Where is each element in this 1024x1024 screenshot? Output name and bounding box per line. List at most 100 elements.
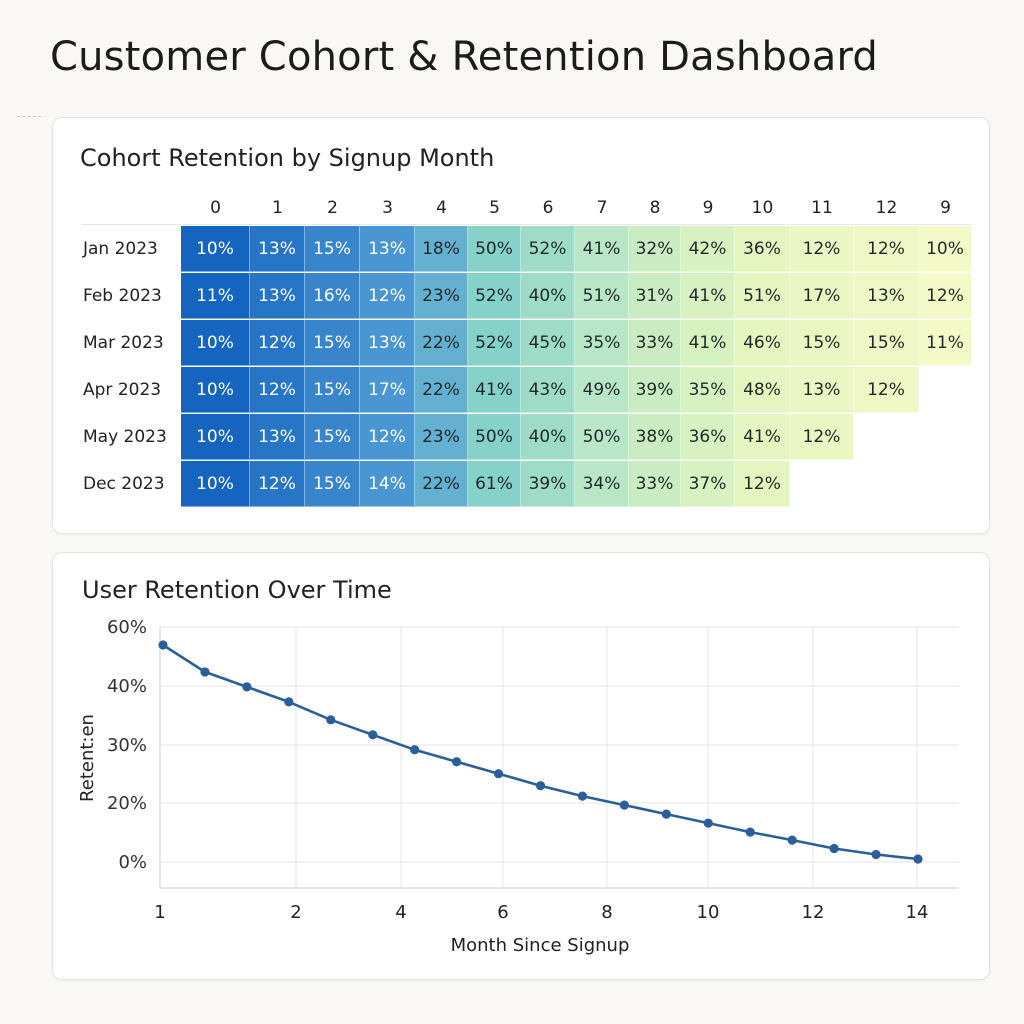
heatmap-cell: 42% <box>681 226 735 272</box>
heatmap-cell: 13% <box>250 273 305 319</box>
heatmap-cell: 10% <box>181 367 250 413</box>
heatmap-cell: 15% <box>790 320 854 366</box>
heatmap-cell: 13% <box>250 226 305 272</box>
x-tick-label: 1 <box>154 902 165 923</box>
heatmap-cell: 15% <box>305 367 360 413</box>
heatmap-row-label: Feb 2023 <box>83 286 162 306</box>
heatmap-column-header: 12 <box>875 198 898 218</box>
heatmap-column-header: 6 <box>542 198 554 218</box>
heatmap-row-label: Dec 2023 <box>83 474 165 494</box>
x-tick-label: 14 <box>906 902 929 923</box>
retention-series-line <box>162 643 919 861</box>
heatmap-cell: 33% <box>629 320 681 366</box>
heatmap-cell: 50% <box>575 414 629 460</box>
heatmap-cell: 18% <box>415 226 468 272</box>
x-tick-label: 2 <box>290 902 301 923</box>
x-tick-label: 4 <box>395 902 406 923</box>
heatmap-cell: 12% <box>735 461 790 507</box>
heatmap-cell: 41% <box>681 320 735 366</box>
heatmap-column-header: 9 <box>940 198 951 218</box>
heatmap-row-label: Apr 2023 <box>83 380 162 400</box>
heatmap-column-header: 3 <box>382 198 393 218</box>
x-tick-label: 8 <box>601 902 612 923</box>
heatmap-cell: 36% <box>681 414 735 460</box>
heatmap-cell: 13% <box>854 273 919 319</box>
heatmap-column-header: 4 <box>436 198 447 218</box>
heatmap-cell: 15% <box>305 226 360 272</box>
heatmap-header-divider <box>81 224 971 225</box>
y-tick-label: 40% <box>107 676 147 697</box>
heatmap-cell: 15% <box>305 461 360 507</box>
heatmap-row-label: Mar 2023 <box>83 333 164 353</box>
heatmap-cell: 10% <box>181 414 250 460</box>
heatmap-cell: 15% <box>854 320 919 366</box>
heatmap-column-header: 0 <box>210 198 221 218</box>
heatmap-cell: 41% <box>468 367 521 413</box>
heatmap-cell: 51% <box>575 273 629 319</box>
heatmap-cell: 45% <box>521 320 575 366</box>
heatmap-cell: 13% <box>360 226 415 272</box>
x-axis-title: Month Since Signup <box>451 935 630 956</box>
heatmap-cell: 22% <box>415 320 468 366</box>
heatmap-cell: 13% <box>360 320 415 366</box>
retention-line-card: User Retention Over Time 60% 40% 30% 20% 0% 1… <box>52 552 990 980</box>
y-tick-label: 20% <box>107 793 147 814</box>
retention-data-point <box>326 715 336 725</box>
y-axis-title: Retent:en <box>77 714 98 802</box>
heatmap-cell: 15% <box>305 320 360 366</box>
line-chart-title: User Retention Over Time <box>82 576 392 604</box>
heatmap-cell: 10% <box>181 226 250 272</box>
heatmap-cell: 13% <box>790 367 854 413</box>
retention-data-point <box>829 843 839 854</box>
heatmap-cell: 17% <box>360 367 415 413</box>
heatmap-cell: 10% <box>181 461 250 507</box>
retention-data-point <box>242 682 252 692</box>
heatmap-column-header: 7 <box>596 198 608 218</box>
heatmap-cell: 22% <box>415 367 468 413</box>
retention-data-point <box>619 800 629 810</box>
heatmap-cell: 11% <box>181 273 250 319</box>
heatmap-cell: 40% <box>521 273 575 319</box>
retention-data-point <box>200 667 210 677</box>
heatmap-cell: 35% <box>575 320 629 366</box>
heatmap-cell: 23% <box>415 273 468 319</box>
heatmap-cell: 11% <box>919 320 972 366</box>
heatmap-cell: 46% <box>735 320 790 366</box>
heatmap-cell: 40% <box>521 414 575 460</box>
heatmap-cell: 52% <box>521 226 575 272</box>
heatmap-column-header: 10 <box>751 198 774 218</box>
retention-data-point <box>410 745 420 755</box>
retention-data-point <box>913 854 923 864</box>
heatmap-cell: 35% <box>681 367 735 413</box>
heatmap-column-header: 11 <box>811 198 833 218</box>
heatmap-row-label: May 2023 <box>83 427 167 447</box>
heatmap-cell: 48% <box>735 367 790 413</box>
retention-data-point <box>871 849 881 860</box>
heatmap-cell: 10% <box>919 226 972 272</box>
heatmap-cell: 52% <box>468 320 521 366</box>
x-tick-label: 12 <box>802 902 825 923</box>
y-tick-label: 30% <box>107 735 147 756</box>
heatmap-cell: 37% <box>681 461 735 507</box>
heatmap-cell: 14% <box>360 461 415 507</box>
x-tick-label: 6 <box>497 902 508 923</box>
heatmap-cell: 23% <box>415 414 468 460</box>
retention-data-point <box>452 757 462 767</box>
heatmap-cell: 36% <box>735 226 790 272</box>
heatmap-cell: 39% <box>629 367 681 413</box>
heatmap-cell: 12% <box>250 320 305 366</box>
heatmap-cell: 16% <box>305 273 360 319</box>
heatmap-cell: 17% <box>790 273 854 319</box>
heatmap-row-label: Jan 2023 <box>83 239 158 259</box>
y-tick-label: 0% <box>118 852 147 873</box>
heatmap-cell: 12% <box>854 226 919 272</box>
heatmap-cell: 33% <box>629 461 681 507</box>
heatmap-cell: 52% <box>468 273 521 319</box>
heatmap-cell: 43% <box>521 367 575 413</box>
heatmap-column-header: 5 <box>489 198 500 218</box>
page-title: Customer Cohort & Retention Dashboard <box>50 34 878 80</box>
heatmap-cell: 12% <box>250 461 305 507</box>
heatmap-cell: 12% <box>854 367 919 413</box>
heatmap-column-header: 2 <box>327 198 338 218</box>
